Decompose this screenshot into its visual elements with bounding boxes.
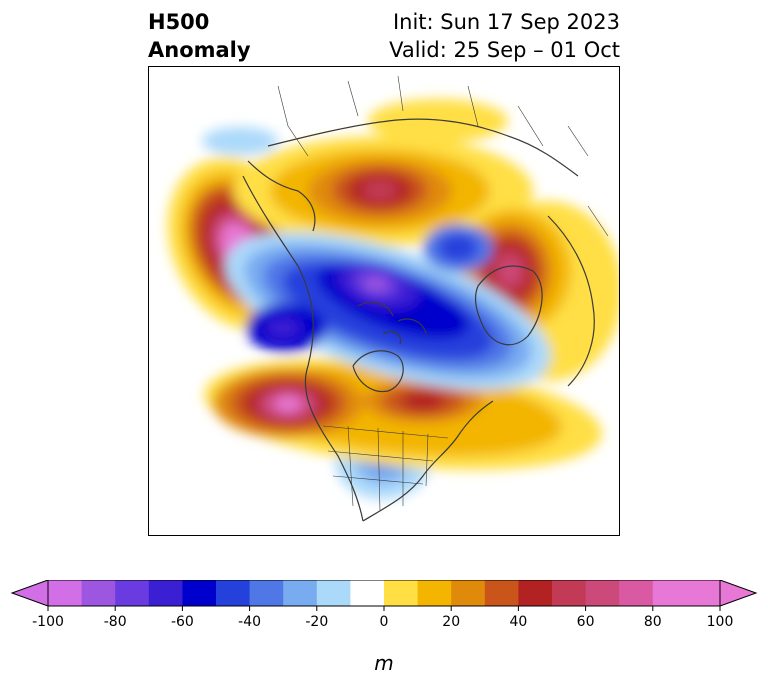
colorbar-bin bbox=[451, 580, 486, 606]
colorbar-swatches bbox=[10, 580, 758, 607]
plot-dates: Init: Sun 17 Sep 2023 Valid: 25 Sep – 01… bbox=[389, 8, 620, 64]
colorbar-bin bbox=[686, 580, 721, 606]
coastline-siberia bbox=[267, 118, 579, 177]
valid-date: Valid: 25 Sep – 01 Oct bbox=[389, 38, 620, 62]
colorbar-bin bbox=[148, 580, 183, 606]
colorbar-tick-label: -20 bbox=[305, 614, 328, 630]
colorbar-unit: m bbox=[374, 651, 393, 675]
state-borders bbox=[322, 425, 449, 512]
map-boundaries bbox=[242, 75, 609, 522]
colorbar-bin bbox=[283, 580, 318, 606]
colorbar-bin bbox=[417, 580, 452, 606]
colorbar-tick-label: 80 bbox=[644, 614, 662, 630]
canada-arctic-islands bbox=[357, 301, 427, 345]
colorbar-bin bbox=[384, 580, 419, 606]
colorbar-bin bbox=[81, 580, 116, 606]
colorbar-bin bbox=[316, 580, 351, 606]
map-frame bbox=[148, 66, 620, 536]
colorbar-bin bbox=[619, 580, 654, 606]
colorbar-bin bbox=[48, 580, 83, 606]
colorbar-tick-label: 100 bbox=[707, 614, 734, 630]
colorbar-tick-label: -60 bbox=[171, 614, 194, 630]
anomaly-map bbox=[148, 66, 620, 536]
colorbar-tick-label: 20 bbox=[442, 614, 460, 630]
coastline-greenland bbox=[474, 265, 543, 346]
anomaly-low-bering bbox=[202, 127, 278, 155]
coastline-north-america-west bbox=[242, 175, 364, 522]
country-borders bbox=[277, 75, 609, 237]
coastline-hudson-bay bbox=[352, 350, 404, 393]
colorbar-bin bbox=[585, 580, 620, 606]
colorbar-bin bbox=[115, 580, 150, 606]
anomaly-high-siberia bbox=[233, 136, 533, 246]
colorbar-ticks: -100 -80 -60 -40 -20 0 20 40 60 80 100 bbox=[32, 606, 733, 630]
colorbar-bin bbox=[652, 580, 687, 606]
init-date: Init: Sun 17 Sep 2023 bbox=[392, 10, 620, 34]
colorbar-bin bbox=[182, 580, 217, 606]
colorbar-bin bbox=[249, 580, 284, 606]
colorbar-extend-max bbox=[719, 580, 758, 607]
colorbar-tick-label: 40 bbox=[509, 614, 527, 630]
colorbar: -100 -80 -60 -40 -20 0 20 40 60 80 100 m bbox=[10, 580, 758, 675]
colorbar-bin bbox=[484, 580, 519, 606]
anomaly-field bbox=[167, 99, 620, 499]
title-type: Anomaly bbox=[148, 38, 251, 62]
colorbar-tick-label: -40 bbox=[238, 614, 261, 630]
colorbar-bin bbox=[552, 580, 587, 606]
colorbar-bin bbox=[216, 580, 251, 606]
colorbar-tick-label: 0 bbox=[380, 614, 389, 630]
colorbar-bin bbox=[518, 580, 553, 606]
colorbar-extend-min bbox=[10, 580, 49, 607]
anomaly-low-arctic bbox=[225, 224, 551, 390]
coastline-alaska bbox=[247, 160, 316, 232]
coastline-europe bbox=[547, 215, 595, 387]
colorbar-tick-label: 60 bbox=[577, 614, 595, 630]
title-variable: H500 bbox=[148, 10, 210, 34]
coastline-north-america-east bbox=[362, 400, 494, 522]
colorbar-tick-label: -80 bbox=[104, 614, 127, 630]
colorbar-bin bbox=[350, 580, 385, 606]
colorbar-tick-label: -100 bbox=[32, 614, 64, 630]
plot-title: H500 Anomaly bbox=[148, 8, 251, 64]
